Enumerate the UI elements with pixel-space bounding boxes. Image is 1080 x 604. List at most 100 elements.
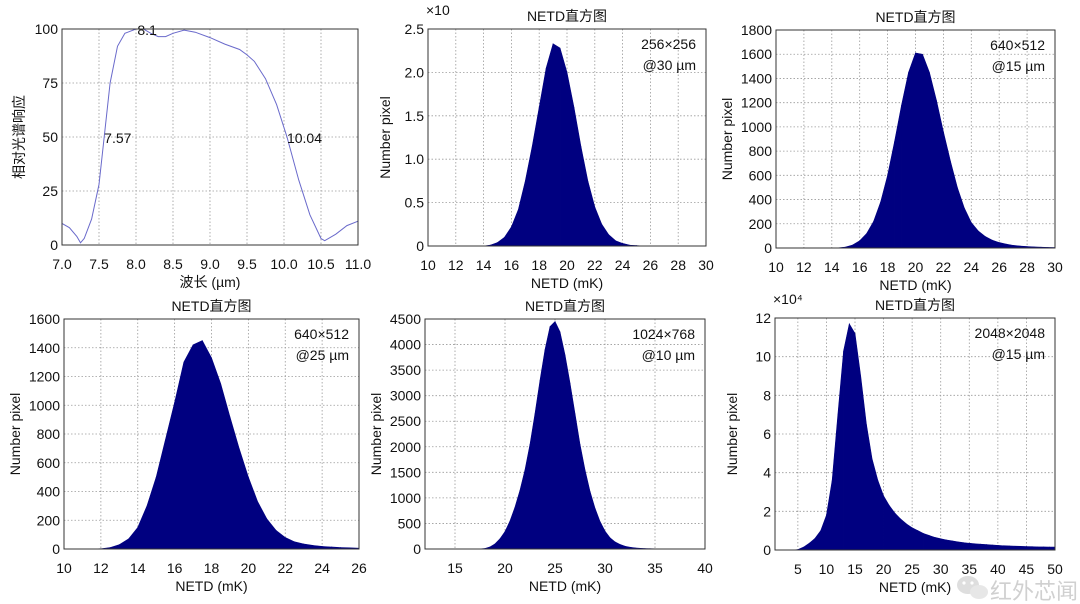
x-tick-label: 14 — [130, 560, 146, 576]
x-tick-label: 9.5 — [237, 256, 257, 272]
wechat-icon — [957, 576, 988, 599]
histogram-bin — [908, 52, 916, 249]
y-tick-label: 3000 — [390, 388, 421, 404]
histogram-bin — [917, 530, 924, 551]
y-tick-label: 1000 — [390, 490, 421, 506]
x-tick-label: 28 — [1019, 259, 1035, 275]
y-tick-label: 4500 — [390, 311, 421, 327]
histogram-bin — [544, 326, 551, 550]
x-tick-label: 40 — [990, 561, 1006, 577]
histogram-bin — [929, 72, 937, 249]
y-tick-label: 0 — [416, 238, 424, 254]
x-tick-label: 11.0 — [345, 256, 371, 272]
plot-frame — [424, 318, 706, 550]
y-tick-label: 1000 — [29, 397, 60, 413]
annotation-label: 10.04 — [287, 130, 322, 146]
sensor-label: 640×512 — [294, 326, 349, 342]
x-tick-label: 10.0 — [270, 256, 297, 272]
y-axis-label: Number pixel — [7, 393, 23, 475]
histogram-bin — [946, 539, 953, 551]
chart-title: NETD直方图 — [875, 297, 955, 313]
chart-panel-4: NETD直方图 640×512 @25 µm 10 12 14 16 18 20 22 24 26 0 2… — [7, 298, 367, 594]
y-tick-label: 600 — [749, 167, 773, 183]
histogram-bin — [900, 518, 907, 551]
histogram-bin — [1026, 546, 1033, 551]
y-tick-label: 0 — [50, 237, 58, 253]
x-tick-label: 50 — [1047, 561, 1063, 577]
chart-title: NETD直方图 — [525, 298, 605, 314]
chart-panel-3: NETD直方图 640×512 @15 µm 10 12 14 16 18 20 22 24 26 28… — [719, 9, 1063, 293]
x-tick-label: 16 — [167, 560, 183, 576]
x-tick-label: 7.0 — [52, 256, 72, 272]
x-tick-label: 20 — [908, 259, 924, 275]
histogram-bin — [564, 354, 571, 550]
x-tick-label: 10 — [420, 257, 436, 273]
y-tick-label: 50 — [42, 129, 58, 145]
x-tick-label: 26 — [991, 259, 1007, 275]
y-tick-label: 10 — [755, 349, 771, 365]
y-tick-label: 1600 — [29, 311, 60, 327]
plot-frame — [774, 317, 1056, 551]
histogram-bin — [911, 527, 919, 551]
x-axis-label: NETD (mK) — [175, 578, 247, 594]
x-tick-label: 9.0 — [200, 256, 220, 272]
y-tick-label: 1400 — [741, 70, 772, 86]
x-tick-label: 10 — [56, 560, 72, 576]
chart-title: NETD直方图 — [875, 9, 955, 25]
y-tick-label: 800 — [37, 426, 61, 442]
histogram-bin — [986, 544, 993, 551]
y-tick-label: 0 — [413, 541, 421, 557]
x-tick-label: 35 — [961, 561, 977, 577]
x-tick-label: 20 — [559, 257, 575, 273]
y-tick-label: 2.0 — [405, 64, 425, 80]
histogram-bin — [552, 43, 561, 247]
sensor-label: 1024×768 — [632, 326, 695, 342]
histogram-bin — [183, 344, 194, 550]
histogram-bin — [883, 494, 890, 551]
y-axis-label: Number pixel — [719, 98, 735, 180]
x-tick-label: 18 — [204, 560, 220, 576]
y-tick-label: 200 — [37, 512, 61, 528]
y-tick-label: 4 — [763, 465, 771, 481]
y-tick-label: 500 — [398, 515, 422, 531]
x-axis-label: NETD (mK) — [879, 277, 951, 293]
histogram-bin — [997, 545, 1004, 551]
histogram-bin — [211, 357, 222, 550]
x-tick-label: 5 — [794, 561, 802, 577]
y-tick-label: 2000 — [390, 439, 421, 455]
histogram-bin — [549, 320, 556, 550]
y-tick-label: 600 — [37, 455, 61, 471]
x-tick-label: 14 — [824, 259, 840, 275]
chart-title: NETD直方图 — [171, 298, 251, 314]
y-tick-label: 1.5 — [405, 108, 425, 124]
plot-frame — [61, 28, 359, 246]
y-tick-label: 8 — [763, 387, 771, 403]
histogram-bin — [906, 523, 913, 551]
y-exponent-label: ×10 — [426, 2, 450, 18]
x-tick-label: 7.5 — [89, 256, 109, 272]
histogram-bin — [559, 331, 566, 550]
x-tick-label: 20 — [241, 560, 257, 576]
spectral-response-line — [61, 28, 359, 244]
histogram-bin — [922, 54, 930, 249]
x-tick-label: 28 — [670, 257, 686, 273]
chart-panel-1: 8.1 7.57 10.04 7.0 7.5 8.0 8.5 9.0 9.5 10.0 10.5 11… — [11, 21, 371, 290]
sensor-label: @10 µm — [642, 347, 695, 363]
histogram-bin — [963, 542, 970, 551]
y-tick-label: 12 — [755, 310, 771, 326]
y-axis-label: Number pixel — [377, 96, 393, 178]
histogram-bin — [957, 541, 964, 551]
watermark: 红外芯闻 — [957, 576, 1078, 604]
x-tick-label: 26 — [351, 560, 367, 576]
sensor-label: @15 µm — [992, 346, 1045, 362]
histogram-bin — [1020, 546, 1027, 551]
x-tick-label: 12 — [796, 259, 812, 275]
y-tick-label: 6 — [763, 426, 771, 442]
x-tick-label: 16 — [852, 259, 868, 275]
y-exponent-label: ×10⁴ — [773, 291, 803, 307]
histogram-bin — [928, 535, 936, 551]
histogram-bin — [1003, 545, 1010, 551]
chart-panel-5: NETD直方图 1024×768 @10 µm 15 20 25 30 35 40 0 500 100… — [368, 298, 713, 594]
x-tick-label: 24 — [964, 259, 980, 275]
